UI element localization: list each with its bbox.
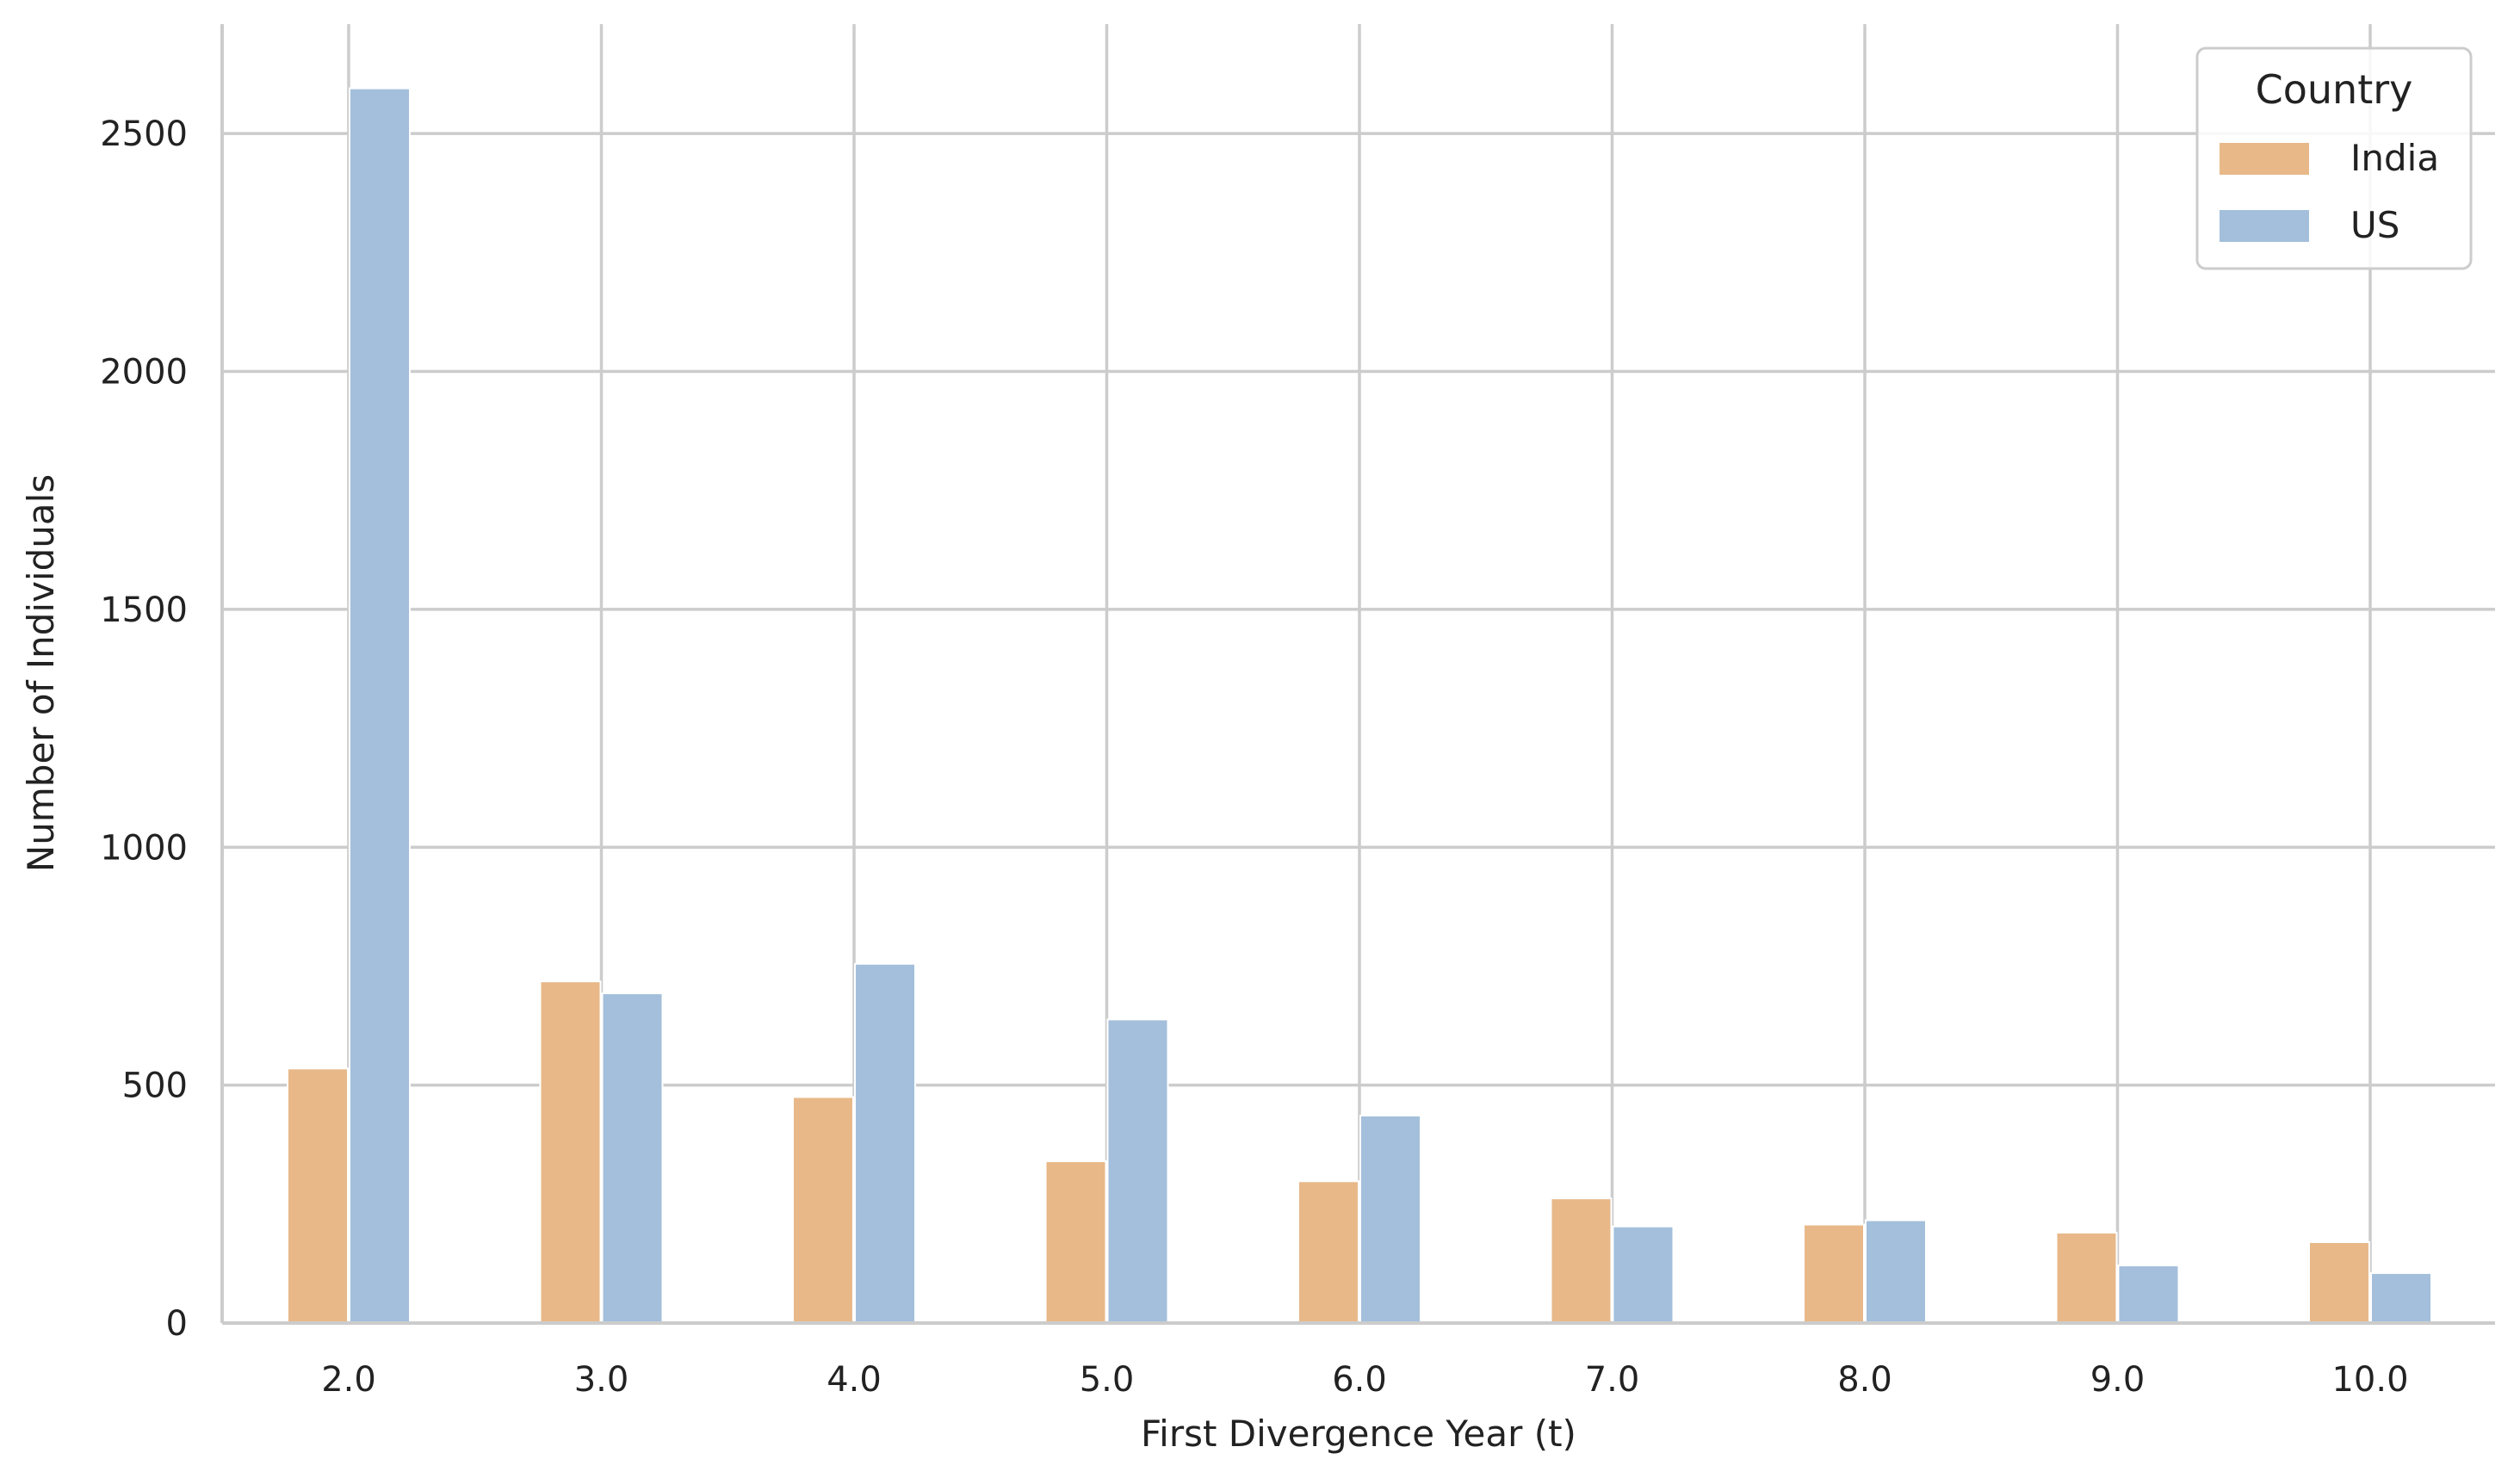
bar-india-3-0 bbox=[539, 980, 602, 1324]
legend-label-india: India bbox=[2350, 137, 2439, 179]
gridlines bbox=[222, 24, 2495, 1323]
legend-title: Country bbox=[2256, 66, 2413, 113]
x-tick-label: 5.0 bbox=[1080, 1360, 1135, 1400]
bar-us-3-0 bbox=[601, 992, 664, 1324]
bar-india-5-0 bbox=[1044, 1160, 1107, 1324]
bars bbox=[287, 87, 2432, 1325]
bar-india-2-0 bbox=[287, 1067, 349, 1325]
axes bbox=[220, 24, 2495, 1325]
legend-swatch-india bbox=[2220, 143, 2309, 175]
x-tick-label: 8.0 bbox=[1837, 1360, 1892, 1400]
x-tick-label: 10.0 bbox=[2331, 1360, 2408, 1400]
x-tick-label: 3.0 bbox=[574, 1360, 629, 1400]
y-tick-label: 500 bbox=[122, 1067, 188, 1106]
legend: Country India US bbox=[2195, 46, 2473, 270]
bar-us-7-0 bbox=[1612, 1225, 1675, 1325]
bar-us-10-0 bbox=[2370, 1271, 2432, 1325]
bar-us-5-0 bbox=[1106, 1018, 1169, 1325]
x-tick-labels: 2.0 3.0 4.0 5.0 6.0 7.0 8.0 9.0 10.0 bbox=[321, 1360, 2408, 1400]
y-tick-label: 0 bbox=[166, 1304, 188, 1344]
y-tick-label: 2000 bbox=[100, 353, 188, 393]
bar-india-10-0 bbox=[2308, 1241, 2370, 1324]
bar-india-4-0 bbox=[792, 1096, 854, 1324]
x-tick-label: 9.0 bbox=[2090, 1360, 2145, 1400]
bar-india-8-0 bbox=[1803, 1223, 1865, 1324]
x-tick-label: 6.0 bbox=[1332, 1360, 1387, 1400]
y-tick-label: 1000 bbox=[100, 828, 188, 868]
x-tick-label: 7.0 bbox=[1585, 1360, 1640, 1400]
bar-india-7-0 bbox=[1550, 1197, 1613, 1324]
y-tick-labels: 0 500 1000 1500 2000 2500 bbox=[100, 114, 188, 1344]
bar-us-9-0 bbox=[2117, 1264, 2180, 1324]
x-tick-label: 4.0 bbox=[827, 1360, 882, 1400]
y-tick-label: 2500 bbox=[100, 114, 188, 154]
y-tick-label: 1500 bbox=[100, 591, 188, 630]
legend-swatch-us bbox=[2220, 210, 2309, 242]
x-axis-title: First Divergence Year (t) bbox=[1141, 1413, 1576, 1455]
x-tick-label: 2.0 bbox=[321, 1360, 376, 1400]
bar-india-6-0 bbox=[1297, 1180, 1359, 1325]
bar-us-8-0 bbox=[1865, 1219, 1927, 1324]
legend-label-us: US bbox=[2350, 204, 2399, 246]
bar-us-4-0 bbox=[854, 962, 916, 1324]
y-axis-title: Number of Individuals bbox=[20, 474, 62, 872]
bar-us-6-0 bbox=[1359, 1115, 1421, 1324]
bar-us-2-0 bbox=[349, 87, 411, 1325]
bar-india-9-0 bbox=[2055, 1231, 2118, 1325]
